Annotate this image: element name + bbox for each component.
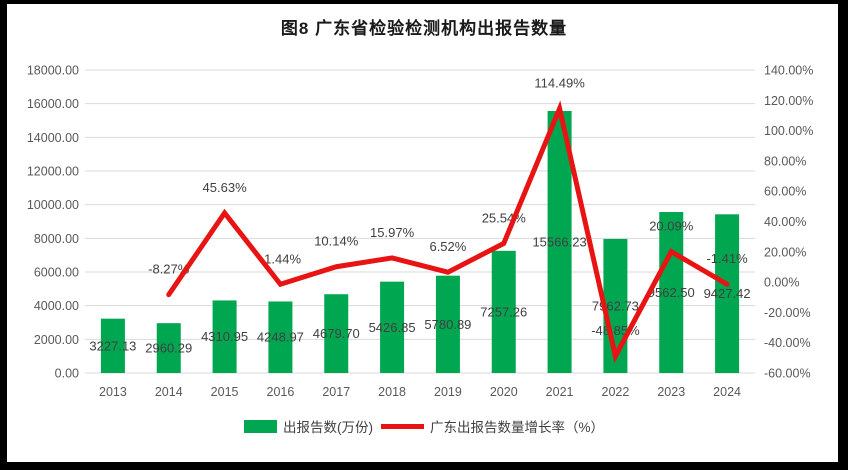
legend-line-label: 广东出报告数量增长率（%）: [429, 420, 604, 435]
bar-2015: [212, 300, 237, 373]
bar-label-2016: 4248.97: [257, 330, 304, 345]
right-axis-tick: -60.00%: [764, 367, 811, 381]
bar-label-2020: 7257.26: [480, 304, 527, 319]
left-axis-tick: 12000.00: [27, 165, 79, 179]
bar-label-2022: 7962.73: [592, 298, 639, 313]
left-axis-tick: 18000.00: [27, 64, 79, 78]
right-axis-tick: 120.00%: [764, 94, 813, 108]
bar-label-2018: 5426.85: [369, 320, 416, 335]
left-axis-tick: 14000.00: [27, 131, 79, 145]
left-axis-tick: 10000.00: [27, 198, 79, 212]
x-axis-tick-2019: 2019: [434, 385, 462, 399]
right-axis-tick: 40.00%: [764, 215, 806, 229]
x-axis-tick-2020: 2020: [490, 385, 518, 399]
growth-label-2016: -1.44%: [260, 251, 302, 266]
growth-label-2024: -1.41%: [706, 251, 748, 266]
x-axis-tick-2014: 2014: [155, 385, 183, 399]
x-axis-tick-2021: 2021: [546, 385, 574, 399]
chart-title: 图8 广东省检验检测机构出报告数量: [280, 19, 568, 38]
right-axis-tick: 20.00%: [764, 245, 806, 259]
bar-label-2014: 2960.29: [145, 341, 192, 356]
bar-label-2017: 4679.70: [313, 326, 360, 341]
legend-line-swatch: [380, 423, 424, 429]
x-axis-tick-2016: 2016: [267, 385, 295, 399]
bar-label-2023: 9562.50: [648, 285, 695, 300]
bar-2020: [491, 250, 516, 373]
bar-label-2021: 15566.23: [532, 234, 586, 249]
x-axis-tick-2023: 2023: [657, 385, 685, 399]
bar-label-2024: 9427.42: [704, 286, 751, 301]
growth-label-2019: 6.52%: [429, 239, 466, 254]
bar-2019: [435, 275, 460, 373]
legend-bar-label: 出报告数(万份): [282, 420, 373, 435]
left-axis-tick: 6000.00: [34, 266, 79, 280]
left-axis-tick: 8000.00: [34, 232, 79, 246]
x-axis-tick-2015: 2015: [211, 385, 239, 399]
bar-2013: [100, 318, 125, 373]
right-axis-tick: -40.00%: [764, 336, 811, 350]
bar-label-2019: 5780.89: [424, 317, 471, 332]
right-axis-tick: 60.00%: [764, 185, 806, 199]
growth-label-2023: 20.09%: [649, 219, 694, 234]
x-axis-tick-2018: 2018: [378, 385, 406, 399]
left-axis-tick: 2000.00: [34, 333, 79, 347]
x-axis-tick-2024: 2024: [713, 385, 741, 399]
left-axis-tick: 0.00: [55, 367, 79, 381]
x-axis-tick-2022: 2022: [602, 385, 630, 399]
growth-label-2017: 10.14%: [314, 234, 359, 249]
left-axis-tick: 4000.00: [34, 299, 79, 313]
bar-2017: [324, 294, 349, 373]
bar-2023: [659, 212, 684, 373]
right-axis-tick: 140.00%: [764, 64, 813, 78]
growth-label-2014: -8.27%: [148, 262, 190, 277]
growth-label-2015: 45.63%: [203, 180, 248, 195]
left-axis-tick: 16000.00: [27, 97, 79, 111]
growth-label-2021: 114.49%: [534, 76, 585, 91]
legend-bar-swatch: [243, 419, 277, 433]
right-axis-tick: 80.00%: [764, 154, 806, 168]
right-axis-tick: 0.00%: [764, 276, 799, 290]
bar-2014: [156, 323, 181, 373]
growth-rate-line: [166, 100, 730, 364]
x-axis-tick-2017: 2017: [322, 385, 350, 399]
growth-label-2018: 15.97%: [370, 225, 415, 240]
bar-label-2015: 4310.95: [201, 329, 248, 344]
bar-2016: [268, 301, 293, 373]
growth-label-2020: 25.54%: [482, 210, 527, 225]
x-axis-tick-2013: 2013: [99, 385, 127, 399]
chart-legend: 出报告数(万份) 广东出报告数量增长率（%）: [0, 413, 848, 439]
bar-2024: [715, 214, 740, 373]
bar-2018: [380, 281, 405, 373]
right-axis-tick: 100.00%: [764, 124, 813, 138]
right-axis-tick: -20.00%: [764, 306, 811, 320]
bar-label-2013: 3227.13: [89, 338, 136, 353]
